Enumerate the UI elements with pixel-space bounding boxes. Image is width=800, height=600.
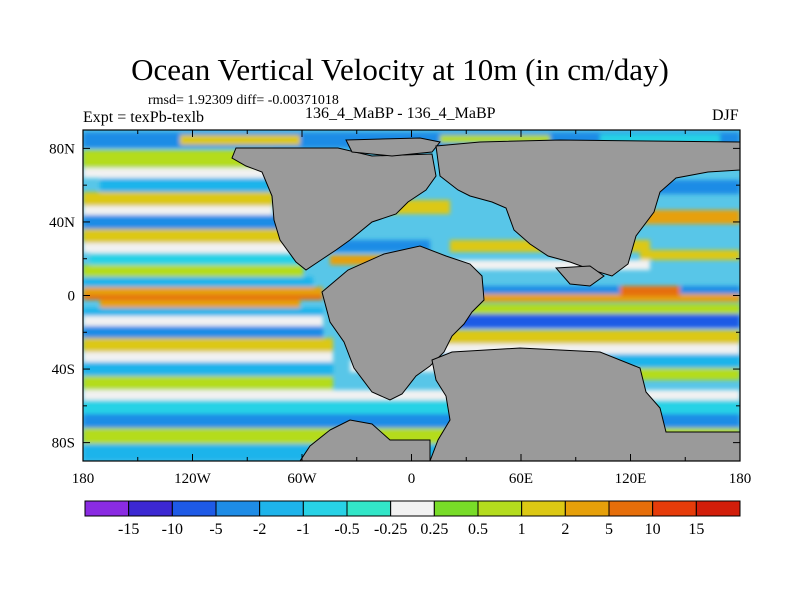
colorbar-swatch	[84, 500, 130, 517]
colorbar-label: -0.5	[334, 521, 359, 538]
experiment-label: Expt = texPb-texlb	[83, 109, 205, 126]
colorbar-label: -5	[209, 521, 222, 538]
lon-tick-label: 0	[408, 471, 416, 487]
season-label: DJF	[712, 107, 739, 124]
lon-tick-label: 60E	[509, 471, 533, 487]
lat-tick-label: 40N	[49, 215, 75, 231]
colorbar-label: -15	[118, 521, 139, 538]
colorbar: -15 -10 -5 -2 -1 -0.5 -0.25 0.25 0.5 1 2 5 10 15	[84, 500, 741, 538]
lat-tick-label: 40S	[52, 362, 75, 378]
colorbar-swatch	[346, 500, 392, 517]
colorbar-label: -10	[162, 521, 183, 538]
land-masses	[231, 137, 740, 461]
map-panel	[83, 130, 740, 461]
colorbar-swatch	[128, 500, 173, 517]
landmass-greenland	[345, 137, 441, 157]
colorbar-swatch	[695, 500, 741, 517]
colorbar-label: 2	[561, 521, 569, 538]
colorbar-swatch	[477, 500, 523, 517]
colorbar-swatch	[433, 500, 479, 517]
plot-title: Ocean Vertical Velocity at 10m (in cm/da…	[131, 52, 669, 87]
lon-tick-label: 180	[729, 471, 752, 487]
landmass-eurasia	[435, 139, 740, 277]
colorbar-label: -1	[297, 521, 310, 538]
landmass-north-america	[231, 147, 437, 271]
colorbar-label: 10	[645, 521, 661, 538]
map-axes: 180 120W 60W 0 60E 120E 180 80N 40N 0 40S 80S	[49, 130, 751, 487]
colorbar-swatch	[171, 500, 217, 517]
colorbar-swatch	[259, 500, 304, 517]
statistics-label: rmsd= 1.92309 diff= -0.00371018	[148, 93, 339, 108]
colorbar-swatch	[521, 500, 566, 517]
colorbar-label: 15	[688, 521, 704, 538]
colorbar-label: 0.25	[420, 521, 448, 538]
lon-tick-label: 120W	[174, 471, 212, 487]
colorbar-label: -0.25	[374, 521, 407, 538]
colorbar-label: 5	[605, 521, 613, 538]
colorbar-label: 0.5	[468, 521, 488, 538]
colorbar-swatch	[564, 500, 610, 517]
colorbar-label: -2	[253, 521, 266, 538]
lat-tick-label: 80S	[52, 436, 75, 452]
lon-tick-label: 60W	[287, 471, 317, 487]
lon-tick-label: 120E	[615, 471, 647, 487]
colorbar-swatch	[390, 500, 435, 517]
landmass-antarctic-peninsula	[299, 419, 431, 461]
landmass-south-america-africa	[321, 245, 485, 401]
lat-tick-label: 0	[68, 289, 76, 305]
landmass-south-east-asia	[554, 265, 605, 287]
lat-tick-label: 80N	[49, 141, 75, 157]
lon-tick-label: 180	[72, 471, 95, 487]
landmass-antarctica-australia	[429, 347, 740, 461]
colorbar-swatch	[215, 500, 261, 517]
colorbar-swatch	[608, 500, 654, 517]
subtitle-label: 136_4_MaBP - 136_4_MaBP	[305, 105, 496, 122]
colorbar-swatch	[302, 500, 348, 517]
colorbar-label: 1	[518, 521, 526, 538]
colorbar-swatch	[652, 500, 697, 517]
